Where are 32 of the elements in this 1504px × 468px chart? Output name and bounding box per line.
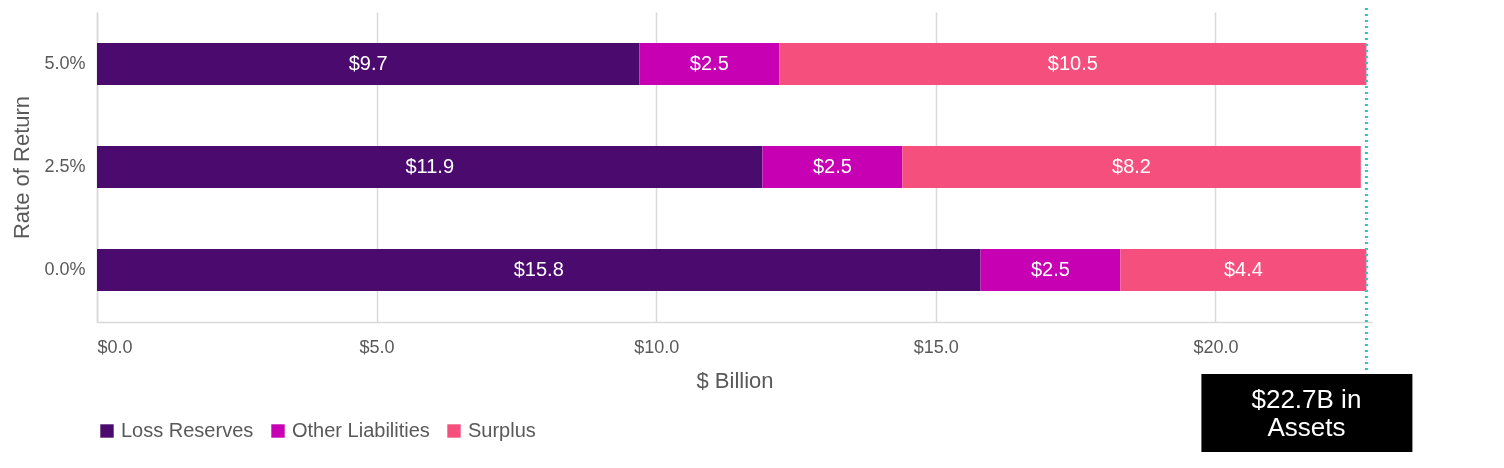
y-tick-label: 0.0% [44, 258, 86, 279]
y-tick-label: 2.5% [44, 156, 86, 176]
data-label: $10.5 [1047, 52, 1098, 75]
legend-label: Loss Reserves [121, 419, 254, 441]
data-label: $9.7 [348, 52, 388, 75]
x-tick-label: $0.0 [97, 336, 133, 357]
y-axis-title: Rate of Return [9, 95, 35, 240]
x-axis-title: $ Billion [696, 367, 774, 393]
bar [1120, 248, 1367, 292]
data-label: $2.5 [1030, 257, 1070, 280]
legend-label: Other Liabilities [292, 419, 430, 441]
data-label: $2.5 [812, 155, 852, 177]
x-tick-label: $5.0 [359, 336, 395, 357]
bar [902, 145, 1361, 189]
data-label: $4.4 [1223, 257, 1263, 280]
x-tick-label: $15.0 [913, 336, 959, 357]
ref-line-label: $22.7B in Assets [1251, 384, 1362, 442]
y-tick-label: 5.0% [44, 53, 86, 74]
data-label: $2.5 [689, 52, 729, 75]
data-label: $15.8 [513, 257, 564, 280]
x-tick-label: $20.0 [1193, 336, 1239, 357]
legend-label: Surplus [468, 419, 536, 441]
bar [779, 42, 1367, 86]
bar [980, 248, 1121, 292]
data-label: $8.2 [1112, 155, 1152, 177]
bar [97, 42, 640, 86]
bar [97, 145, 763, 189]
data-label: $11.9 [405, 155, 455, 177]
bar [762, 145, 903, 189]
x-tick-label: $10.0 [634, 336, 680, 357]
bar [639, 42, 780, 86]
bar [97, 248, 981, 292]
